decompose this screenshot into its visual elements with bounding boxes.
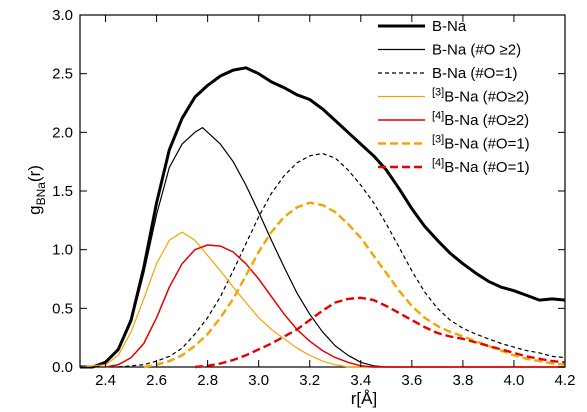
x-tick-label: 2.6 — [146, 372, 167, 389]
series-line-2 — [118, 152, 566, 368]
y-axis-label-sub: BNa — [34, 182, 48, 206]
y-tick-label: 2.5 — [52, 66, 73, 83]
legend-label-3: [3]B-Na (#O≥2) — [432, 87, 529, 106]
y-axis-label-tail: (r) — [25, 165, 44, 182]
legend-label-main: B-Na — [432, 18, 467, 35]
y-tick-label: 1.0 — [52, 242, 73, 259]
legend-label-main: B-Na (#O≥2) — [444, 112, 529, 129]
series-line-0 — [80, 66, 566, 369]
legend: B-NaB-Na (#O ≥2)B-Na (#O=1)[3]B-Na (#O≥2… — [378, 18, 530, 176]
legend-label-5: [3]B-Na (#O=1) — [432, 134, 530, 153]
x-tick-label: 3.0 — [248, 372, 269, 389]
y-tick-label: 1.5 — [52, 183, 73, 200]
legend-label-0: B-Na — [432, 18, 467, 35]
x-tick-label: 3.6 — [401, 372, 422, 389]
y-tick-label: 0.5 — [52, 300, 73, 317]
x-tick-label: 2.4 — [95, 372, 116, 389]
x-tick-label: 2.8 — [197, 372, 218, 389]
legend-label-main: B-Na (#O=1) — [444, 159, 529, 176]
legend-label-4: [4]B-Na (#O≥2) — [432, 110, 529, 129]
x-tick-label: 4.2 — [555, 372, 576, 389]
y-tick-label: 2.0 — [52, 124, 73, 141]
ticks: 2.4 2.6 2.8 3.0 3.2 3.4 3.6 3.8 4.0 4.2 0.0 0.5 1.0 1… — [52, 7, 575, 389]
x-axis-label: r[Å] — [351, 389, 377, 408]
legend-label-sup: [3] — [432, 134, 444, 146]
x-tick-label: 4.0 — [504, 372, 525, 389]
legend-label-sup: [3] — [432, 87, 444, 99]
legend-label-2: B-Na (#O=1) — [432, 65, 517, 82]
series-line-3 — [79, 231, 565, 368]
y-axis-label-main: g — [25, 205, 44, 214]
x-tick-label: 3.2 — [299, 372, 320, 389]
y-axis-label: gBNa(r) — [25, 165, 48, 215]
legend-label-sup: [4] — [432, 110, 444, 122]
x-tick-label: 3.8 — [452, 372, 473, 389]
legend-label-main: B-Na (#O=1) — [432, 65, 517, 82]
series-layer — [79, 66, 566, 369]
series-line-6 — [194, 296, 566, 369]
legend-label-6: [4]B-Na (#O=1) — [432, 157, 530, 176]
legend-label-sup: [4] — [432, 157, 444, 169]
series-line-4 — [105, 244, 565, 368]
legend-label-main: B-Na (#O ≥2) — [432, 42, 521, 59]
y-tick-label: 3.0 — [52, 7, 73, 24]
legend-label-1: B-Na (#O ≥2) — [432, 42, 521, 59]
y-tick-label: 0.0 — [52, 359, 73, 376]
x-tick-label: 3.4 — [350, 372, 371, 389]
legend-label-main: B-Na (#O≥2) — [444, 89, 529, 106]
legend-label-main: B-Na (#O=1) — [444, 136, 529, 153]
series-line-1 — [80, 127, 565, 368]
